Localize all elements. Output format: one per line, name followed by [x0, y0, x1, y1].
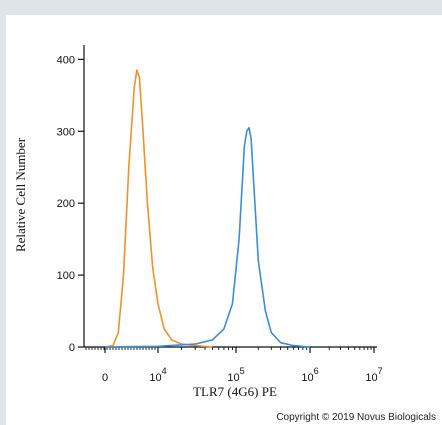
copyright-text: Copyright © 2019 Novus Biologicals — [276, 412, 436, 423]
y-tick-label: 300 — [57, 126, 75, 138]
y-tick-label: 400 — [57, 54, 75, 66]
y-axis-title: Relative Cell Number — [13, 137, 28, 252]
x-tick-label: 104 — [149, 366, 166, 384]
y-tick-label: 0 — [69, 342, 75, 354]
y-tick-labels: 0 100 200 300 400 — [57, 54, 75, 354]
series-group — [104, 69, 311, 348]
x-tick-label: 0 — [102, 372, 108, 384]
x-tick-label: 107 — [365, 366, 382, 384]
series-orange-line — [104, 69, 213, 348]
series-blue-line — [104, 126, 311, 348]
x-tick-labels: 0 104 105 106 107 — [102, 366, 383, 384]
x-tick-label: 105 — [227, 366, 244, 384]
x-tick-label: 106 — [301, 366, 318, 384]
y-tick-label: 200 — [57, 198, 75, 210]
figure-panel — [6, 15, 442, 425]
x-axis-title: TLR7 (4G6) PE — [193, 384, 277, 399]
major-ticks — [78, 58, 375, 353]
y-tick-label: 100 — [57, 270, 75, 282]
x-minor-ticks — [85, 347, 372, 350]
